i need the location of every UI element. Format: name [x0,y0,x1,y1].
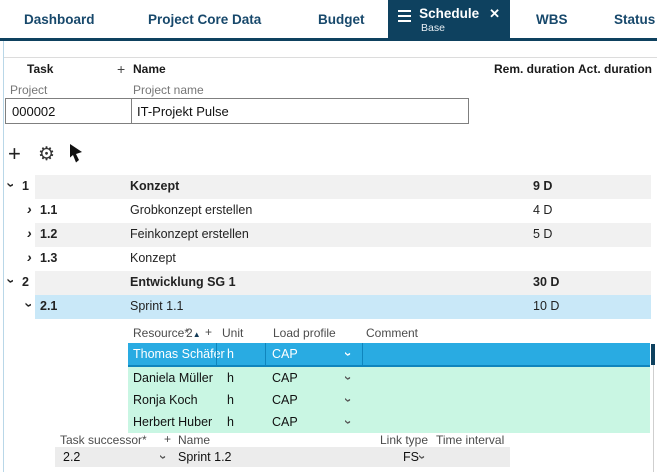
successor-name[interactable]: Sprint 1.2 [178,450,232,464]
add-task-icon[interactable]: + [8,141,21,167]
task-rem-duration: 5 D [533,227,552,241]
successor-name-column-label[interactable]: Name [178,433,210,447]
add-successor-icon[interactable]: + [164,432,171,446]
unit-column-label[interactable]: Unit [222,326,243,340]
task-rem-duration: 4 D [533,203,552,217]
resource-name[interactable]: Ronja Koch [133,393,198,407]
chevron-right-icon[interactable]: › [27,251,32,265]
task-name[interactable]: Sprint 1.1 [130,299,184,313]
task-number[interactable]: 2.1 [40,299,57,313]
task-row[interactable]: › 1.3 Konzept [0,247,657,271]
close-icon[interactable]: ✕ [489,6,500,22]
project-name-label: Project name [133,83,204,97]
link-type-column-label[interactable]: Link type [380,433,428,447]
tab-project-core-data[interactable]: Project Core Data [148,0,261,38]
tabbar-underline [0,38,657,41]
dropdown-chevron-icon[interactable]: › [346,371,350,385]
resource-name[interactable]: Herbert Huber [133,415,212,429]
task-name[interactable]: Entwicklung SG 1 [130,275,236,289]
successor-row[interactable]: 2.2 › Sprint 1.2 FS › [55,447,510,467]
tab-bar: Dashboard Project Core Data Budget Sched… [0,0,657,41]
resource-row[interactable]: Daniela Müller h CAP › [128,367,650,389]
resource-load-profile[interactable]: CAP [272,393,298,407]
add-column-icon[interactable]: + [117,61,125,77]
dropdown-chevron-icon[interactable]: › [346,347,350,361]
project-id-field[interactable]: 000002 [12,104,55,119]
tab-dashboard[interactable]: Dashboard [24,0,95,38]
column-header-rem-duration[interactable]: Rem. duration [494,62,575,76]
resource-row[interactable]: Herbert Huber h CAP › [128,411,650,433]
tab-schedule-label: Schedule [419,6,479,22]
task-name[interactable]: Konzept [130,179,179,193]
task-name[interactable]: Konzept [130,251,176,265]
tab-wbs[interactable]: WBS [536,0,568,38]
task-row[interactable]: › 1.2 Feinkonzept erstellen 5 D [0,223,657,247]
resource-unit[interactable]: h [227,393,234,407]
resource-load-profile[interactable]: CAP [272,371,298,385]
tab-schedule[interactable]: Schedule ✕ Base [388,0,510,41]
task-number[interactable]: 1.3 [40,251,57,265]
task-rem-duration: 30 D [533,275,559,289]
sort-asc-icon: ▲ [193,330,201,339]
task-name[interactable]: Feinkonzept erstellen [130,227,249,241]
task-row-selected[interactable]: › 2.1 Sprint 1.1 10 D [0,295,657,319]
dropdown-chevron-icon[interactable]: › [161,450,165,464]
task-number[interactable]: 1.1 [40,203,57,217]
schedule-page: Dashboard Project Core Data Budget Sched… [0,0,657,472]
field-divider [131,99,132,123]
dropdown-chevron-icon[interactable]: › [420,450,424,464]
chevron-right-icon[interactable]: › [27,227,32,241]
chevron-down-icon[interactable]: › [9,275,14,289]
task-name[interactable]: Grobkonzept erstellen [130,203,252,217]
task-row[interactable]: › 2 Entwicklung SG 1 30 D [0,271,657,295]
task-rem-duration: 10 D [533,299,559,313]
resource-unit[interactable]: h [227,347,234,361]
resource-name[interactable]: Daniela Müller [133,371,213,385]
load-profile-column-label[interactable]: Load profile [273,326,336,340]
task-tree: › 1 Konzept 9 D › 1.1 Grobkonzept erstel… [0,175,657,319]
resource-name[interactable]: Thomas Schäfer [133,347,225,361]
column-header-act-duration[interactable]: Act. duration [578,62,652,76]
scrollbar-track[interactable] [653,364,654,472]
task-number[interactable]: 1.2 [40,227,57,241]
time-interval-column-label[interactable]: Time interval [436,433,504,447]
flag-icon[interactable] [68,144,84,168]
menu-icon[interactable] [398,10,411,25]
project-name-field[interactable]: IT-Projekt Pulse [137,104,229,119]
project-id-label: Project [10,83,47,97]
tab-budget[interactable]: Budget [318,0,365,38]
resource-unit[interactable]: h [227,415,234,429]
header-divider [4,57,657,58]
column-header-task[interactable]: Task [27,62,53,76]
add-resource-icon[interactable]: + [205,325,212,339]
resource-row-selected[interactable]: Thomas Schäfer h CAP › [128,343,650,367]
task-row[interactable]: › 1 Konzept 9 D [0,175,657,199]
column-header-name[interactable]: Name [133,62,166,76]
resource-column-label[interactable]: Resource* [133,326,189,340]
task-row[interactable]: › 1.1 Grobkonzept erstellen 4 D [0,199,657,223]
resource-load-profile[interactable]: CAP [272,347,298,361]
resource-row[interactable]: Ronja Koch h CAP › [128,389,650,411]
tab-schedule-sublabel: Base [421,22,445,34]
tab-status[interactable]: Status [614,0,655,38]
task-successor-column-label[interactable]: Task successor* [60,433,147,447]
chevron-right-icon[interactable]: › [27,203,32,217]
sort-indicator[interactable]: 2▲ [186,326,201,340]
task-rem-duration: 9 D [533,179,552,193]
chevron-down-icon[interactable]: › [9,179,14,193]
dropdown-chevron-icon[interactable]: › [346,393,350,407]
project-fields: 000002 IT-Projekt Pulse [5,98,469,124]
gear-icon[interactable]: ⚙ [38,143,55,166]
task-number[interactable]: 2 [22,275,29,289]
scrollbar-thumb[interactable] [651,344,655,365]
resource-load-profile[interactable]: CAP [272,415,298,429]
comment-column-label[interactable]: Comment [366,326,418,340]
resource-table: Thomas Schäfer h CAP › Daniela Müller h … [128,343,650,433]
dropdown-chevron-icon[interactable]: › [346,415,350,429]
chevron-down-icon[interactable]: › [27,299,32,313]
resource-unit[interactable]: h [227,371,234,385]
successor-id[interactable]: 2.2 [63,450,80,464]
task-number[interactable]: 1 [22,179,29,193]
